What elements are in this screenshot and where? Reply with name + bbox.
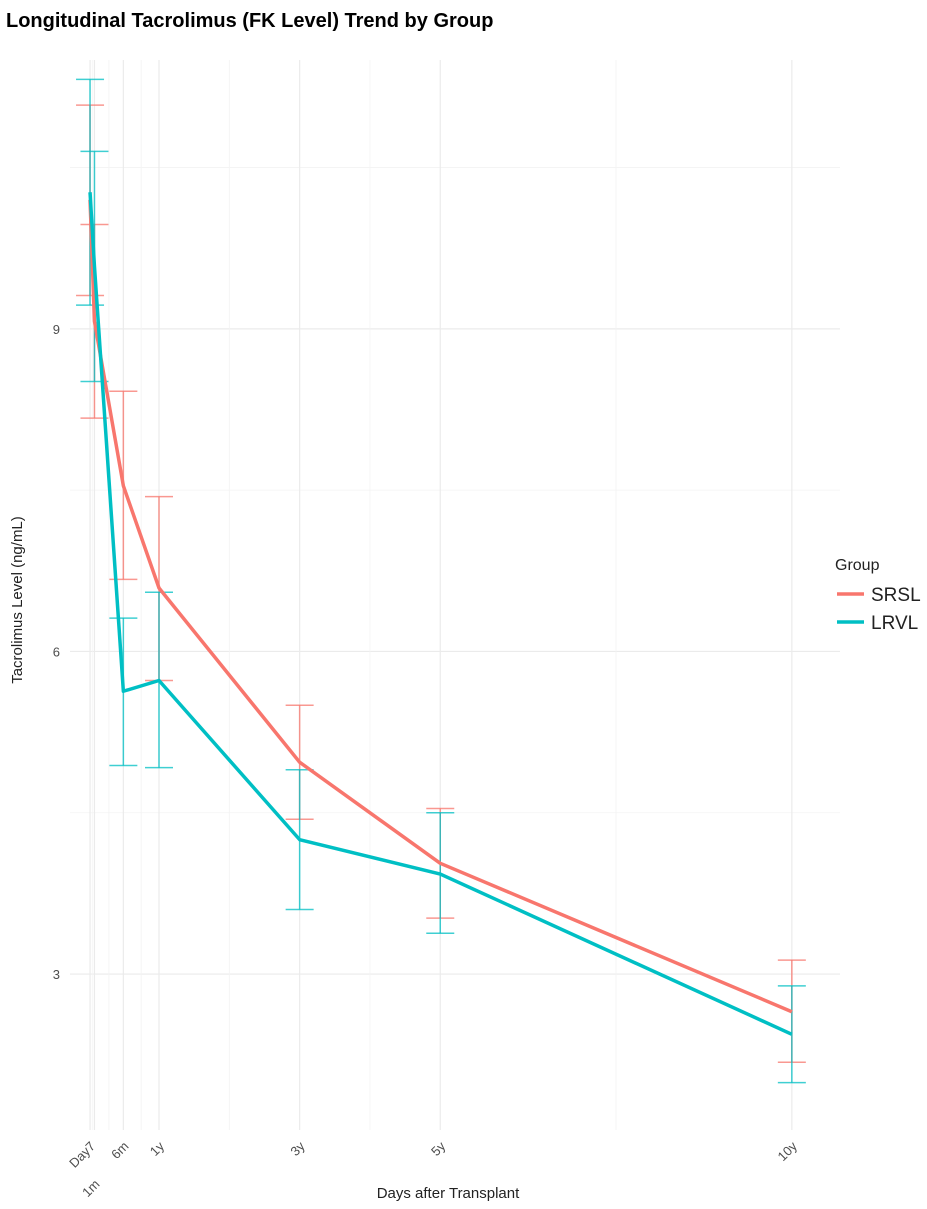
x-tick-label: 3y — [287, 1138, 308, 1159]
legend-label-lrvl: LRVL — [871, 613, 918, 634]
y-tick-label: 6 — [53, 644, 60, 659]
y-tick-label: 9 — [53, 322, 60, 337]
x-tick-label: 1y — [147, 1138, 168, 1159]
series-layer — [76, 78, 806, 1084]
x-tick-label: 6m — [108, 1139, 131, 1162]
x-tick-label: 5y — [428, 1138, 449, 1159]
legend: Group SRSL LRVL — [835, 557, 921, 634]
legend-label-srsl: SRSL — [871, 585, 921, 606]
x-tick-label: Day7 — [66, 1139, 98, 1171]
x-tick-label: 1m — [79, 1177, 102, 1200]
series-line-lrvl — [88, 192, 793, 1036]
grid — [70, 60, 840, 1130]
x-tick-label: 10y — [775, 1138, 801, 1164]
series-line-srsl — [88, 199, 793, 1014]
series-lrvl — [76, 78, 806, 1084]
axis-ticks: 3 6 9 Day7 1m 6m 1y 3y 5y 10y — [53, 322, 801, 1200]
y-axis-title: Tacrolimus Level (ng/mL) — [9, 516, 26, 684]
x-axis-title: Days after Transplant — [377, 1185, 520, 1202]
legend-title: Group — [835, 557, 880, 574]
y-tick-label: 3 — [53, 967, 60, 982]
chart-title: Longitudinal Tacrolimus (FK Level) Trend… — [6, 10, 493, 32]
